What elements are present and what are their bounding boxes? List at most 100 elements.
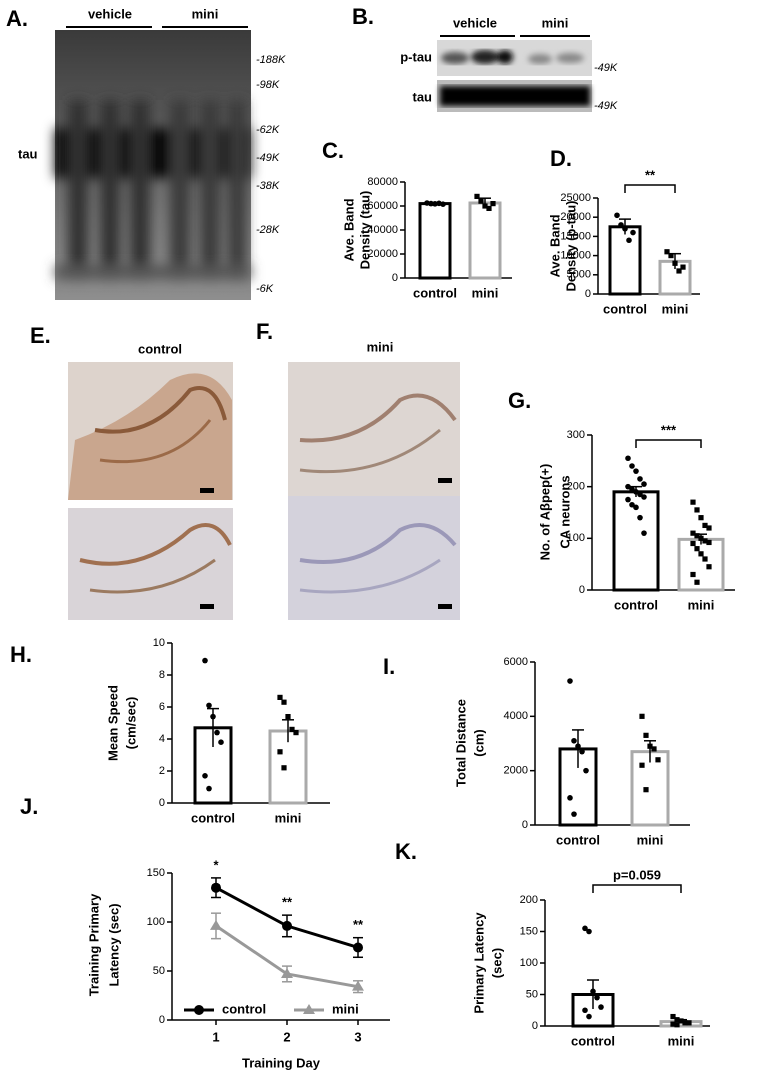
data-point xyxy=(670,1021,676,1027)
group-label: vehicle xyxy=(453,15,497,30)
data-point xyxy=(594,994,600,1001)
y-tick-label: 0 xyxy=(532,1020,538,1032)
data-point xyxy=(281,699,287,705)
y-tick-label: 25000 xyxy=(560,192,591,204)
data-point xyxy=(694,579,700,585)
legend-marker xyxy=(194,1005,204,1015)
data-point xyxy=(690,499,696,505)
y-tick-label: 300 xyxy=(567,429,585,441)
significance-label: * xyxy=(213,857,219,872)
y-tick-label: 15000 xyxy=(560,230,591,242)
data-point xyxy=(690,540,696,547)
data-point xyxy=(490,201,496,207)
significance-label: *** xyxy=(661,422,677,437)
y-axis-label: Primary Latency xyxy=(471,912,486,1014)
data-point xyxy=(440,201,446,207)
y-tick-label: 200 xyxy=(567,481,585,493)
marker xyxy=(282,920,292,931)
bar xyxy=(677,537,725,592)
x-tick-label: control xyxy=(603,301,647,316)
y-tick-label: 50 xyxy=(526,988,538,1000)
marker-label: -62K xyxy=(256,124,280,136)
marker xyxy=(352,980,364,991)
y-axis-label: (cm/sec) xyxy=(123,697,138,750)
y-tick-label: 4 xyxy=(159,733,165,745)
marker xyxy=(353,942,363,953)
data-point xyxy=(626,237,632,244)
data-point xyxy=(289,726,295,732)
bar xyxy=(418,202,452,280)
x-tick-label: control xyxy=(614,597,658,612)
data-point xyxy=(641,481,647,487)
panel-letter: K. xyxy=(395,839,417,864)
blot-a xyxy=(55,26,251,300)
data-point xyxy=(680,264,686,270)
panel-letter: E. xyxy=(30,323,51,348)
data-point xyxy=(622,225,628,232)
y-axis-label: Density (p-tau) xyxy=(563,201,578,292)
row-label: tau xyxy=(413,89,433,104)
data-point xyxy=(682,1020,688,1026)
group-label: mini xyxy=(542,15,569,30)
panel-letter: H. xyxy=(10,642,32,667)
data-point xyxy=(625,496,631,503)
data-point xyxy=(702,538,708,544)
x-tick-label: mini xyxy=(637,832,664,847)
significance-label: p=0.059 xyxy=(613,867,661,882)
data-point xyxy=(575,743,581,750)
data-point xyxy=(583,767,589,774)
data-point xyxy=(698,515,704,521)
marker-label: -49K xyxy=(256,152,280,164)
significance-bracket xyxy=(624,184,676,193)
data-point xyxy=(664,249,670,255)
panel-letter: G. xyxy=(508,388,531,413)
bar xyxy=(630,750,670,827)
group-label: vehicle xyxy=(88,6,132,21)
y-tick-label: 200 xyxy=(520,894,538,906)
data-point xyxy=(668,253,674,259)
marker-label: -38K xyxy=(256,180,280,192)
blot-b xyxy=(437,35,592,112)
panel-letter: C. xyxy=(322,138,344,163)
x-tick-label: mini xyxy=(688,597,715,612)
legend-label: mini xyxy=(332,1001,359,1016)
data-point xyxy=(674,1022,680,1028)
bar xyxy=(268,729,308,805)
y-tick-label: 150 xyxy=(147,867,165,879)
y-tick-label: 6 xyxy=(159,701,165,713)
data-point xyxy=(641,494,647,500)
data-point xyxy=(633,489,639,495)
marker-label: -49K xyxy=(594,100,618,112)
data-point xyxy=(277,694,283,700)
data-point xyxy=(678,1018,684,1024)
data-point xyxy=(582,1007,588,1014)
data-point xyxy=(567,795,573,801)
y-tick-label: 80000 xyxy=(367,176,398,188)
x-tick-label: control xyxy=(556,832,600,847)
panel-letter: A. xyxy=(6,6,28,31)
data-point xyxy=(706,564,712,570)
image-title: mini xyxy=(367,339,394,354)
data-point xyxy=(590,988,596,995)
data-point xyxy=(625,483,631,490)
data-point xyxy=(672,260,678,266)
y-axis-label: CA neurons xyxy=(557,475,572,548)
data-point xyxy=(571,811,577,817)
data-point xyxy=(202,773,208,779)
y-tick-label: 10000 xyxy=(560,250,591,262)
panel-letter: I. xyxy=(383,654,395,679)
data-point xyxy=(293,730,299,736)
y-tick-label: 60000 xyxy=(367,200,398,212)
data-point xyxy=(277,749,283,755)
marker xyxy=(211,882,221,893)
y-tick-label: 2000 xyxy=(504,765,528,777)
row-label: p-tau xyxy=(400,49,432,64)
data-point xyxy=(698,551,704,557)
y-tick-label: 100 xyxy=(567,532,585,544)
data-point xyxy=(478,198,484,204)
data-point xyxy=(571,737,577,744)
y-tick-label: 20000 xyxy=(560,211,591,223)
x-tick-label: control xyxy=(571,1033,615,1048)
significance-bracket xyxy=(592,884,682,893)
